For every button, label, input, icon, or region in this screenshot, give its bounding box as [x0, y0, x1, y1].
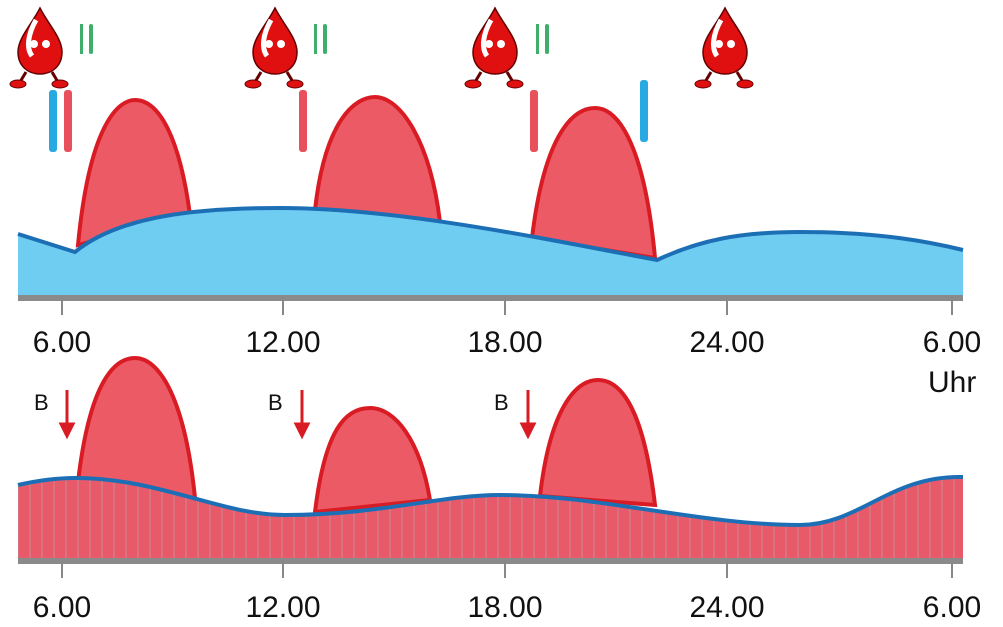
tick-label: 6.00 [923, 326, 981, 359]
diagram: B B B Uhr 6.00 12.00 18.00 24.00 6.00 6.00 12.… [0, 0, 1003, 627]
bottom-panel [18, 358, 963, 564]
bolus-label: B [494, 390, 509, 415]
tick-label: 12.00 [245, 591, 320, 624]
tick-label: 12.00 [245, 326, 320, 359]
tick-label: 18.00 [467, 326, 542, 359]
tick-label: 6.00 [923, 591, 981, 624]
tick-label: 24.00 [689, 591, 764, 624]
tick-label: 24.00 [689, 326, 764, 359]
unit-label: Uhr [928, 366, 976, 399]
tick-label: 6.00 [33, 326, 91, 359]
tick-label: 6.00 [33, 591, 91, 624]
top-panel [18, 97, 963, 301]
bolus-label: B [34, 390, 49, 415]
tick-label: 18.00 [467, 591, 542, 624]
bolus-label: B [268, 390, 283, 415]
